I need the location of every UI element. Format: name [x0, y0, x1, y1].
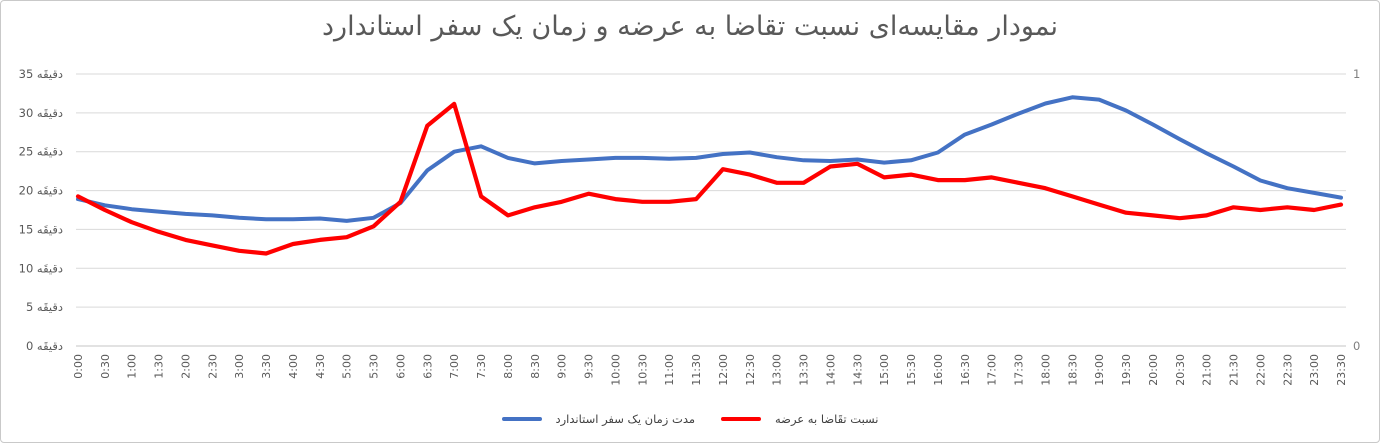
x-axis-tick-label: 23:30 [1335, 354, 1348, 386]
x-axis-tick-label: 1:00 [126, 354, 139, 379]
x-axis-tick-label: 6:00 [394, 354, 407, 379]
y-axis-tick-label: 0 دقیقَه [26, 339, 63, 353]
legend-item-demand-supply-ratio: نسبت تقَاضا به عرضه [721, 412, 879, 426]
x-axis-tick-label: 20:30 [1174, 354, 1187, 386]
x-axis-tick-label: 5:00 [341, 354, 354, 379]
x-axis-tick-label: 20:00 [1147, 354, 1160, 386]
y-axis-tick-label: 35 دقیقَه [19, 67, 63, 81]
x-axis-tick-label: 9:00 [556, 354, 569, 379]
chart-title: نمودار مقایسه‌ای نسبت تقاضا به عرضه و زم… [322, 11, 1058, 42]
y-axis-tick-label: 10 دقیقَه [19, 261, 63, 275]
x-axis-tick-label: 0:30 [99, 354, 112, 379]
x-axis-tick-label: 15:00 [878, 354, 891, 386]
x-axis-tick-label: 6:30 [421, 354, 434, 379]
x-axis-tick-label: 12:00 [717, 354, 730, 386]
x-axis-tick-label: 14:30 [851, 354, 864, 386]
x-axis-tick-label: 13:30 [798, 354, 811, 386]
x-axis-tick-label: 17:30 [1013, 354, 1026, 386]
right-axis-tick-label-1: 1 [1353, 67, 1360, 81]
x-axis-tick-label: 8:00 [502, 354, 515, 379]
x-axis-tick-label: 8:30 [529, 354, 542, 379]
x-axis-tick-label: 14:00 [824, 354, 837, 386]
x-axis-tick-label: 15:30 [905, 354, 918, 386]
chart-legend: مدت زمان یک سفر استاندارد نسبت تقَاضا به … [1, 412, 1379, 426]
x-axis-tick-label: 7:30 [475, 354, 488, 379]
legend-item-trip-duration: مدت زمان یک سفر استاندارد [501, 412, 696, 426]
x-axis-tick-label: 22:30 [1281, 354, 1294, 386]
x-axis-tick-label: 21:30 [1228, 354, 1241, 386]
x-axis-tick-label: 4:30 [314, 354, 327, 379]
x-axis-tick-label: 1:30 [153, 354, 166, 379]
y-axis-tick-label: 30 دقیقَه [19, 106, 63, 120]
x-axis-tick-label: 3:00 [233, 354, 246, 379]
series-line-trip-duration [76, 95, 1343, 223]
right-axis-tick-label-0: 0 [1353, 339, 1360, 353]
x-axis-tick-label: 12:30 [744, 354, 757, 386]
x-axis-tick-label: 3:30 [260, 354, 273, 379]
x-axis-tick-label: 4:00 [287, 354, 300, 379]
x-axis-tick-label: 22:00 [1254, 354, 1267, 386]
x-axis-tick-label: 19:30 [1120, 354, 1133, 386]
x-axis-tick-label: 17:00 [986, 354, 999, 386]
x-axis-tick-label: 21:00 [1201, 354, 1214, 386]
y-axis-tick-label: 25 دقیقَه [19, 145, 63, 159]
legend-swatch-icon [721, 416, 762, 422]
x-axis-tick-label: 16:00 [932, 354, 945, 386]
x-axis-tick-label: 23:00 [1308, 354, 1321, 386]
y-axis-tick-label: 15 دقیقَه [19, 222, 63, 236]
x-axis-tick-label: 2:30 [206, 354, 219, 379]
legend-label: نسبت تقَاضا به عرضه [775, 412, 879, 426]
x-axis-tick-label: 11:30 [690, 354, 703, 386]
x-axis-tick-label: 7:00 [448, 354, 461, 379]
x-axis-tick-label: 18:00 [1039, 354, 1052, 386]
x-axis-tick-label: 9:30 [583, 354, 596, 379]
x-axis-tick-label: 10:00 [609, 354, 622, 386]
x-axis-tick-label: 18:30 [1066, 354, 1079, 386]
y-axis-tick-label: 20 دقیقَه [19, 184, 63, 198]
x-axis-tick-label: 0:00 [72, 354, 85, 379]
x-axis-tick-label: 10:30 [636, 354, 649, 386]
x-axis-tick-label: 16:30 [959, 354, 972, 386]
x-axis-tick-label: 13:00 [771, 354, 784, 386]
x-axis-tick-label: 11:00 [663, 354, 676, 386]
legend-label: مدت زمان یک سفر استاندارد [555, 412, 696, 426]
legend-swatch-icon [501, 416, 542, 422]
y-axis-tick-label: 5 دقیقَه [26, 300, 63, 314]
x-axis-tick-label: 19:00 [1093, 354, 1106, 386]
x-axis-tick-label: 5:30 [368, 354, 381, 379]
x-axis-tick-label: 2:00 [179, 354, 192, 379]
series-line-demand-supply-ratio [75, 101, 1344, 256]
chart-svg: 0 دقیقَه 5 دقیقَه 10 دقیقَه 15 دقیقَه 20 دقی… [19, 67, 1361, 386]
